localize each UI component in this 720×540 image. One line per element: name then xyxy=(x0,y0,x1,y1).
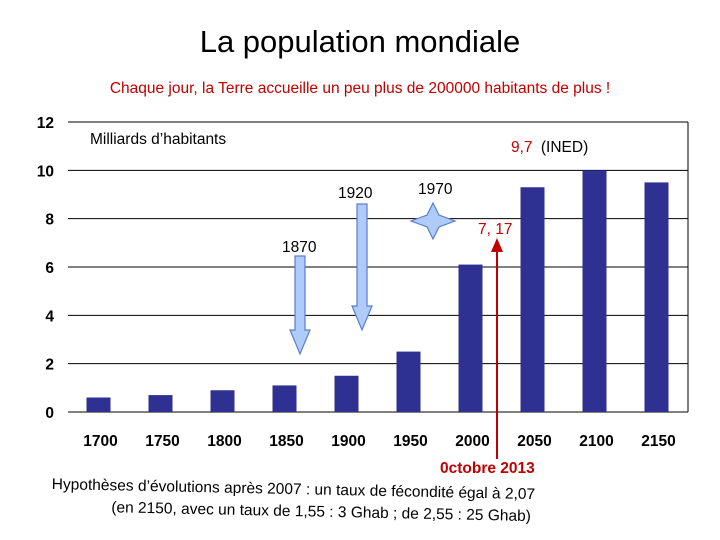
bars xyxy=(86,170,669,412)
slide-subtitle: Chaque jour, la Terre accueille un peu p… xyxy=(109,80,611,97)
bar-1900 xyxy=(334,375,359,412)
slide-title: La population mondiale xyxy=(199,24,521,59)
bar-2150 xyxy=(644,182,669,412)
label-1920: 1920 xyxy=(338,185,373,202)
bar-1700 xyxy=(86,397,111,412)
bar-2050 xyxy=(520,187,545,412)
down-arrow-1870 xyxy=(289,255,311,356)
label-1970: 1970 xyxy=(418,181,453,198)
red-arrow-head xyxy=(491,238,503,252)
y-tick-label: 6 xyxy=(45,260,54,277)
y-tick-label: 10 xyxy=(37,163,54,180)
bar-2000 xyxy=(458,264,483,412)
y-tick-label: 4 xyxy=(45,308,54,325)
x-tick-label: 2100 xyxy=(579,433,613,450)
x-tick-label: 2150 xyxy=(641,433,675,450)
down-arrow-1920 xyxy=(351,203,373,332)
x-tick-label: 2050 xyxy=(517,433,551,450)
y-tick-label: 2 xyxy=(45,357,54,374)
current-date-label: 0ctobre 2013 xyxy=(440,460,535,477)
y-tick-label: 8 xyxy=(45,212,54,229)
x-tick-label: 1800 xyxy=(207,433,241,450)
bar-1950 xyxy=(396,351,421,412)
projection-source: (INED) xyxy=(541,139,588,156)
current-value-label: 7, 17 xyxy=(478,221,512,238)
bar-1850 xyxy=(272,385,297,412)
y-tick-label: 12 xyxy=(37,115,54,132)
y-tick-label: 0 xyxy=(45,405,54,422)
y-tick-labels: 0 2 4 6 8 10 12 xyxy=(37,115,55,422)
bar-2100 xyxy=(582,170,607,412)
star-marker-1970 xyxy=(409,201,457,241)
projection-value: 9,7 xyxy=(511,139,533,156)
x-tick-label: 2000 xyxy=(455,433,489,450)
x-tick-label: 1750 xyxy=(145,433,179,450)
y-axis-label: Milliards d’habitants xyxy=(90,131,226,148)
x-tick-labels: 1700 1750 1800 1850 1900 1950 2000 2050 2100 2150 xyxy=(83,433,675,450)
x-tick-label: 1950 xyxy=(393,433,427,450)
x-tick-label: 1700 xyxy=(83,433,117,450)
projection-annotation: 9,7 (INED) xyxy=(511,139,588,156)
bar-1750 xyxy=(148,395,173,412)
x-tick-label: 1850 xyxy=(269,433,303,450)
label-1870: 1870 xyxy=(282,239,317,256)
x-tick-label: 1900 xyxy=(331,433,365,450)
bar-1800 xyxy=(210,390,235,412)
